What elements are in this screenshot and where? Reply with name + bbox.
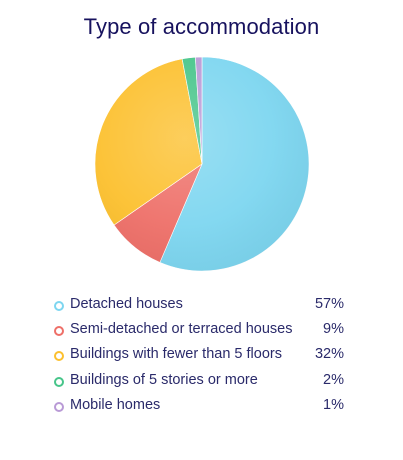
legend-label: Buildings with fewer than 5 floors [70, 346, 282, 363]
legend-value: 32% [314, 346, 344, 363]
legend-item-mobile-homes[interactable]: Mobile homes 1% [52, 396, 352, 421]
legend-label: Semi-detached or terraced houses [70, 321, 293, 338]
legend-label: Buildings of 5 stories or more [70, 371, 258, 388]
legend-item-buildings-with-fewer-than-5-floors[interactable]: Buildings with fewer than 5 floors 32% [52, 345, 352, 370]
chart-title: Type of accommodation [83, 14, 320, 39]
legend-item-detached-houses[interactable]: Detached houses 57% [52, 295, 352, 320]
legend-value: 2% [323, 371, 344, 388]
legend-value: 9% [323, 321, 344, 338]
legend-marker-icon [54, 376, 64, 387]
legend: Detached houses 57% Semi-detached or terra… [52, 295, 352, 421]
legend-marker-icon [54, 301, 64, 311]
legend-item-semi-detached-or-terraced-houses[interactable]: Semi-detached or terraced houses 9% [52, 320, 352, 345]
legend-marker-icon [54, 326, 64, 337]
legend-marker-icon [54, 401, 64, 412]
legend-value: 57% [314, 296, 344, 312]
legend-value: 1% [323, 396, 344, 413]
pie-chart [94, 56, 310, 272]
legend-label: Mobile homes [70, 396, 161, 413]
legend-label: Detached houses [70, 296, 183, 312]
legend-marker-icon [54, 351, 64, 362]
pie-slices [94, 56, 310, 272]
legend-item-buildings-of-5-stories-or-more[interactable]: Buildings of 5 stories or more 2% [52, 371, 352, 396]
pie-chart-area [90, 52, 314, 276]
